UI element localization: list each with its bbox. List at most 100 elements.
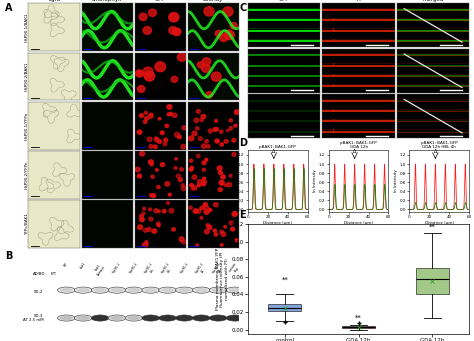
Circle shape — [169, 27, 177, 34]
Circle shape — [142, 212, 145, 215]
Circle shape — [136, 70, 143, 77]
Circle shape — [200, 118, 203, 121]
Circle shape — [139, 114, 143, 117]
Text: bak1
Δkinase: bak1 Δkinase — [93, 262, 107, 276]
Circle shape — [206, 224, 210, 227]
Circle shape — [143, 27, 151, 34]
Circle shape — [125, 287, 143, 293]
Circle shape — [227, 182, 231, 187]
Circle shape — [154, 209, 158, 213]
Circle shape — [204, 7, 214, 16]
Circle shape — [74, 315, 92, 321]
Circle shape — [159, 315, 176, 321]
Circle shape — [201, 64, 210, 72]
Circle shape — [91, 287, 109, 293]
Circle shape — [229, 221, 233, 225]
Circle shape — [157, 140, 162, 143]
Circle shape — [149, 217, 153, 221]
Text: **: ** — [429, 224, 436, 230]
Circle shape — [229, 288, 241, 292]
Circle shape — [150, 163, 153, 166]
Circle shape — [137, 130, 142, 134]
Circle shape — [144, 72, 151, 78]
Circle shape — [110, 316, 123, 320]
Circle shape — [145, 288, 157, 292]
Circle shape — [91, 315, 109, 321]
Circle shape — [230, 23, 237, 29]
Circle shape — [232, 152, 236, 156]
Circle shape — [157, 210, 160, 213]
Circle shape — [213, 229, 216, 232]
Circle shape — [161, 163, 164, 166]
PathPatch shape — [342, 326, 375, 328]
Title: GFP: GFP — [155, 0, 166, 2]
Title: chlorophyll: chlorophyll — [92, 0, 122, 2]
Circle shape — [218, 188, 222, 192]
Circle shape — [181, 144, 186, 149]
Circle shape — [144, 112, 147, 114]
Circle shape — [165, 124, 169, 128]
Circle shape — [232, 138, 236, 142]
Circle shape — [197, 180, 202, 184]
Circle shape — [57, 315, 75, 321]
Circle shape — [137, 174, 142, 178]
Circle shape — [207, 145, 210, 148]
Text: **: ** — [355, 315, 362, 321]
Circle shape — [140, 218, 144, 222]
Circle shape — [224, 30, 234, 40]
Title: pBAK1: BAK1-GFP
GDA 12h: pBAK1: BAK1-GFP GDA 12h — [340, 141, 377, 149]
Circle shape — [182, 187, 186, 191]
Title: pBAK1: BAK1-GFP
GDA 12h HBL 4h: pBAK1: BAK1-GFP GDA 12h HBL 4h — [421, 141, 458, 149]
Circle shape — [128, 288, 140, 292]
Circle shape — [204, 229, 210, 234]
Y-axis label: HSP90.2/BAK1: HSP90.2/BAK1 — [25, 62, 29, 91]
Circle shape — [161, 288, 174, 292]
Circle shape — [144, 71, 155, 81]
Circle shape — [202, 58, 210, 65]
Circle shape — [162, 209, 166, 213]
Circle shape — [205, 158, 208, 161]
Circle shape — [210, 315, 227, 321]
Circle shape — [201, 182, 206, 186]
Circle shape — [210, 287, 227, 293]
Circle shape — [155, 138, 159, 142]
Y-axis label: In Intensity: In Intensity — [233, 169, 237, 192]
Circle shape — [179, 237, 184, 241]
Circle shape — [201, 144, 206, 148]
Circle shape — [149, 113, 153, 117]
Circle shape — [166, 202, 170, 204]
Circle shape — [77, 316, 90, 320]
Circle shape — [153, 145, 157, 149]
Circle shape — [145, 241, 148, 243]
Title: PI: PI — [356, 0, 361, 2]
Circle shape — [165, 182, 170, 186]
Circle shape — [156, 186, 160, 189]
Text: SD-2: SD-2 — [34, 290, 43, 294]
Circle shape — [213, 128, 217, 131]
Text: Δ: Δ — [434, 149, 437, 154]
Circle shape — [202, 168, 206, 172]
Circle shape — [211, 72, 221, 81]
Circle shape — [175, 287, 193, 293]
Circle shape — [234, 124, 237, 127]
Circle shape — [60, 316, 73, 320]
Circle shape — [143, 242, 148, 247]
Circle shape — [203, 203, 207, 206]
Y-axis label: YFPc/BAK1: YFPc/BAK1 — [25, 213, 29, 235]
Circle shape — [174, 132, 180, 137]
Circle shape — [200, 206, 204, 210]
Circle shape — [169, 208, 174, 213]
Circle shape — [192, 175, 197, 179]
Circle shape — [158, 118, 161, 120]
Circle shape — [152, 194, 155, 198]
Circle shape — [197, 62, 204, 68]
Circle shape — [60, 288, 73, 292]
Circle shape — [110, 288, 123, 292]
Circle shape — [192, 131, 197, 136]
Circle shape — [196, 154, 200, 158]
Circle shape — [220, 244, 223, 246]
Text: AD/BD: AD/BD — [33, 272, 45, 276]
Circle shape — [205, 140, 209, 143]
Circle shape — [178, 178, 182, 182]
Circle shape — [94, 288, 107, 292]
